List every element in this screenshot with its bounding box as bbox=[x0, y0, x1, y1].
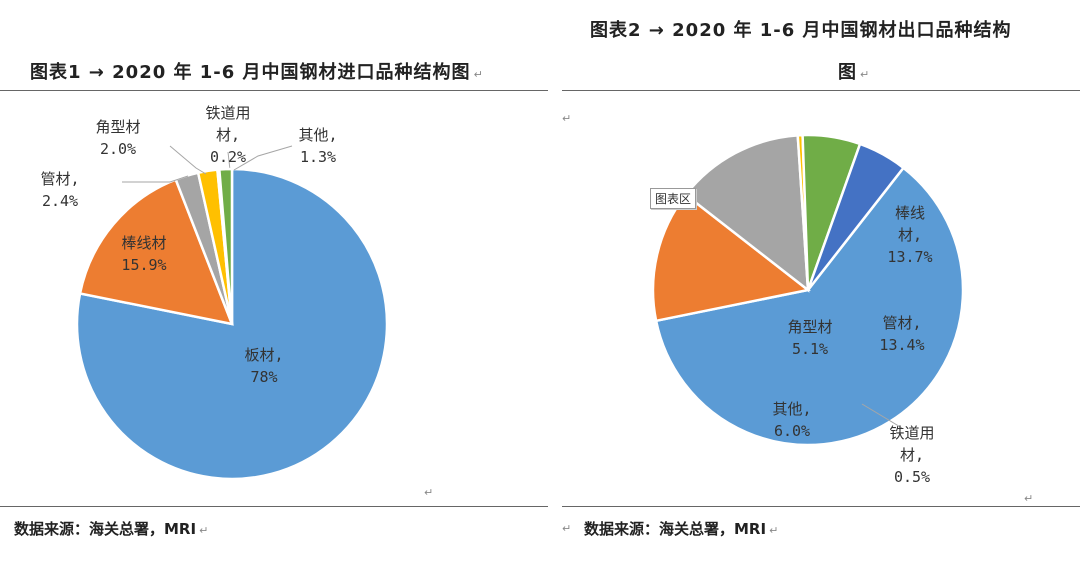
pie-slice-5 bbox=[806, 142, 906, 291]
title-divider bbox=[0, 90, 548, 91]
chart-area-tag[interactable]: 图表区 bbox=[650, 188, 697, 209]
title-divider bbox=[562, 90, 1080, 91]
export-data-source: 数据来源：海关总署，MRI ↵ bbox=[584, 520, 779, 538]
import-chart-panel: 图表1 → 2020 年 1-6 月中国钢材进口品种结构图 ↵ 板材, 78% 棒线材… bbox=[0, 62, 548, 538]
slice-label-4: 其他, 6.0% bbox=[772, 400, 811, 440]
leader-line-3 bbox=[169, 145, 207, 175]
source-divider bbox=[0, 506, 548, 507]
export-chart-panel: 图表2 → 2020 年 1-6 月中国钢材出口品种结构 图↵ ↵ 板材,61.… bbox=[562, 0, 1080, 564]
slice-label-5: 其他, 1.3% bbox=[298, 126, 337, 166]
slice-label-5: 角型材 5.1% bbox=[787, 318, 832, 358]
import-data-source: 数据来源：海关总署，MRI ↵ bbox=[14, 520, 209, 538]
leader-line-5 bbox=[233, 145, 293, 171]
leader-line-2 bbox=[122, 175, 189, 183]
slice-label-3: 铁道用材, 0.5% bbox=[889, 424, 934, 486]
source-divider bbox=[562, 506, 1080, 507]
leader-line-4 bbox=[227, 151, 231, 171]
export-pie-chart: 板材,61.2%棒线材,13.7%管材,13.4%铁道用材,0.5%其他,6.0… bbox=[651, 133, 965, 486]
paragraph-mark: ↵ bbox=[1024, 492, 1034, 505]
pie-slice-0 bbox=[75, 167, 389, 481]
leader-line-3 bbox=[861, 403, 903, 429]
paragraph-mark: ↵ bbox=[562, 112, 572, 125]
paragraph-mark: ↵ bbox=[424, 486, 434, 499]
slice-label-0: 板材, 78% bbox=[244, 346, 283, 386]
slice-label-3: 角型材 2.0% bbox=[95, 118, 140, 158]
export-chart-title-line2: 图 ↵ bbox=[838, 62, 871, 83]
paragraph-mark: ↵ bbox=[562, 522, 572, 535]
pie-slice-5 bbox=[217, 167, 234, 325]
slice-label-1: 棒线材 15.9% bbox=[121, 234, 166, 274]
slice-label-2: 管材, 13.4% bbox=[879, 314, 924, 354]
pie-slice-0 bbox=[654, 166, 965, 447]
pie-slice-1 bbox=[78, 177, 234, 326]
import-pie-chart: 板材, 78% 棒线材 15.9% 管材, 2.4% 角型材 2.0% 铁道用材, 0.2% 其他,… bbox=[40, 104, 389, 481]
slice-label-2: 管材, 2.4% bbox=[40, 170, 79, 210]
export-chart-title-line1: 图表2 → 2020 年 1-6 月中国钢材出口品种结构 bbox=[590, 20, 1012, 41]
import-chart-title: 图表1 → 2020 年 1-6 月中国钢材进口品种结构图 ↵ bbox=[30, 62, 484, 83]
slice-label-1: 棒线材, 13.7% bbox=[887, 204, 932, 266]
slice-label-4: 铁道用材, 0.2% bbox=[205, 104, 250, 166]
